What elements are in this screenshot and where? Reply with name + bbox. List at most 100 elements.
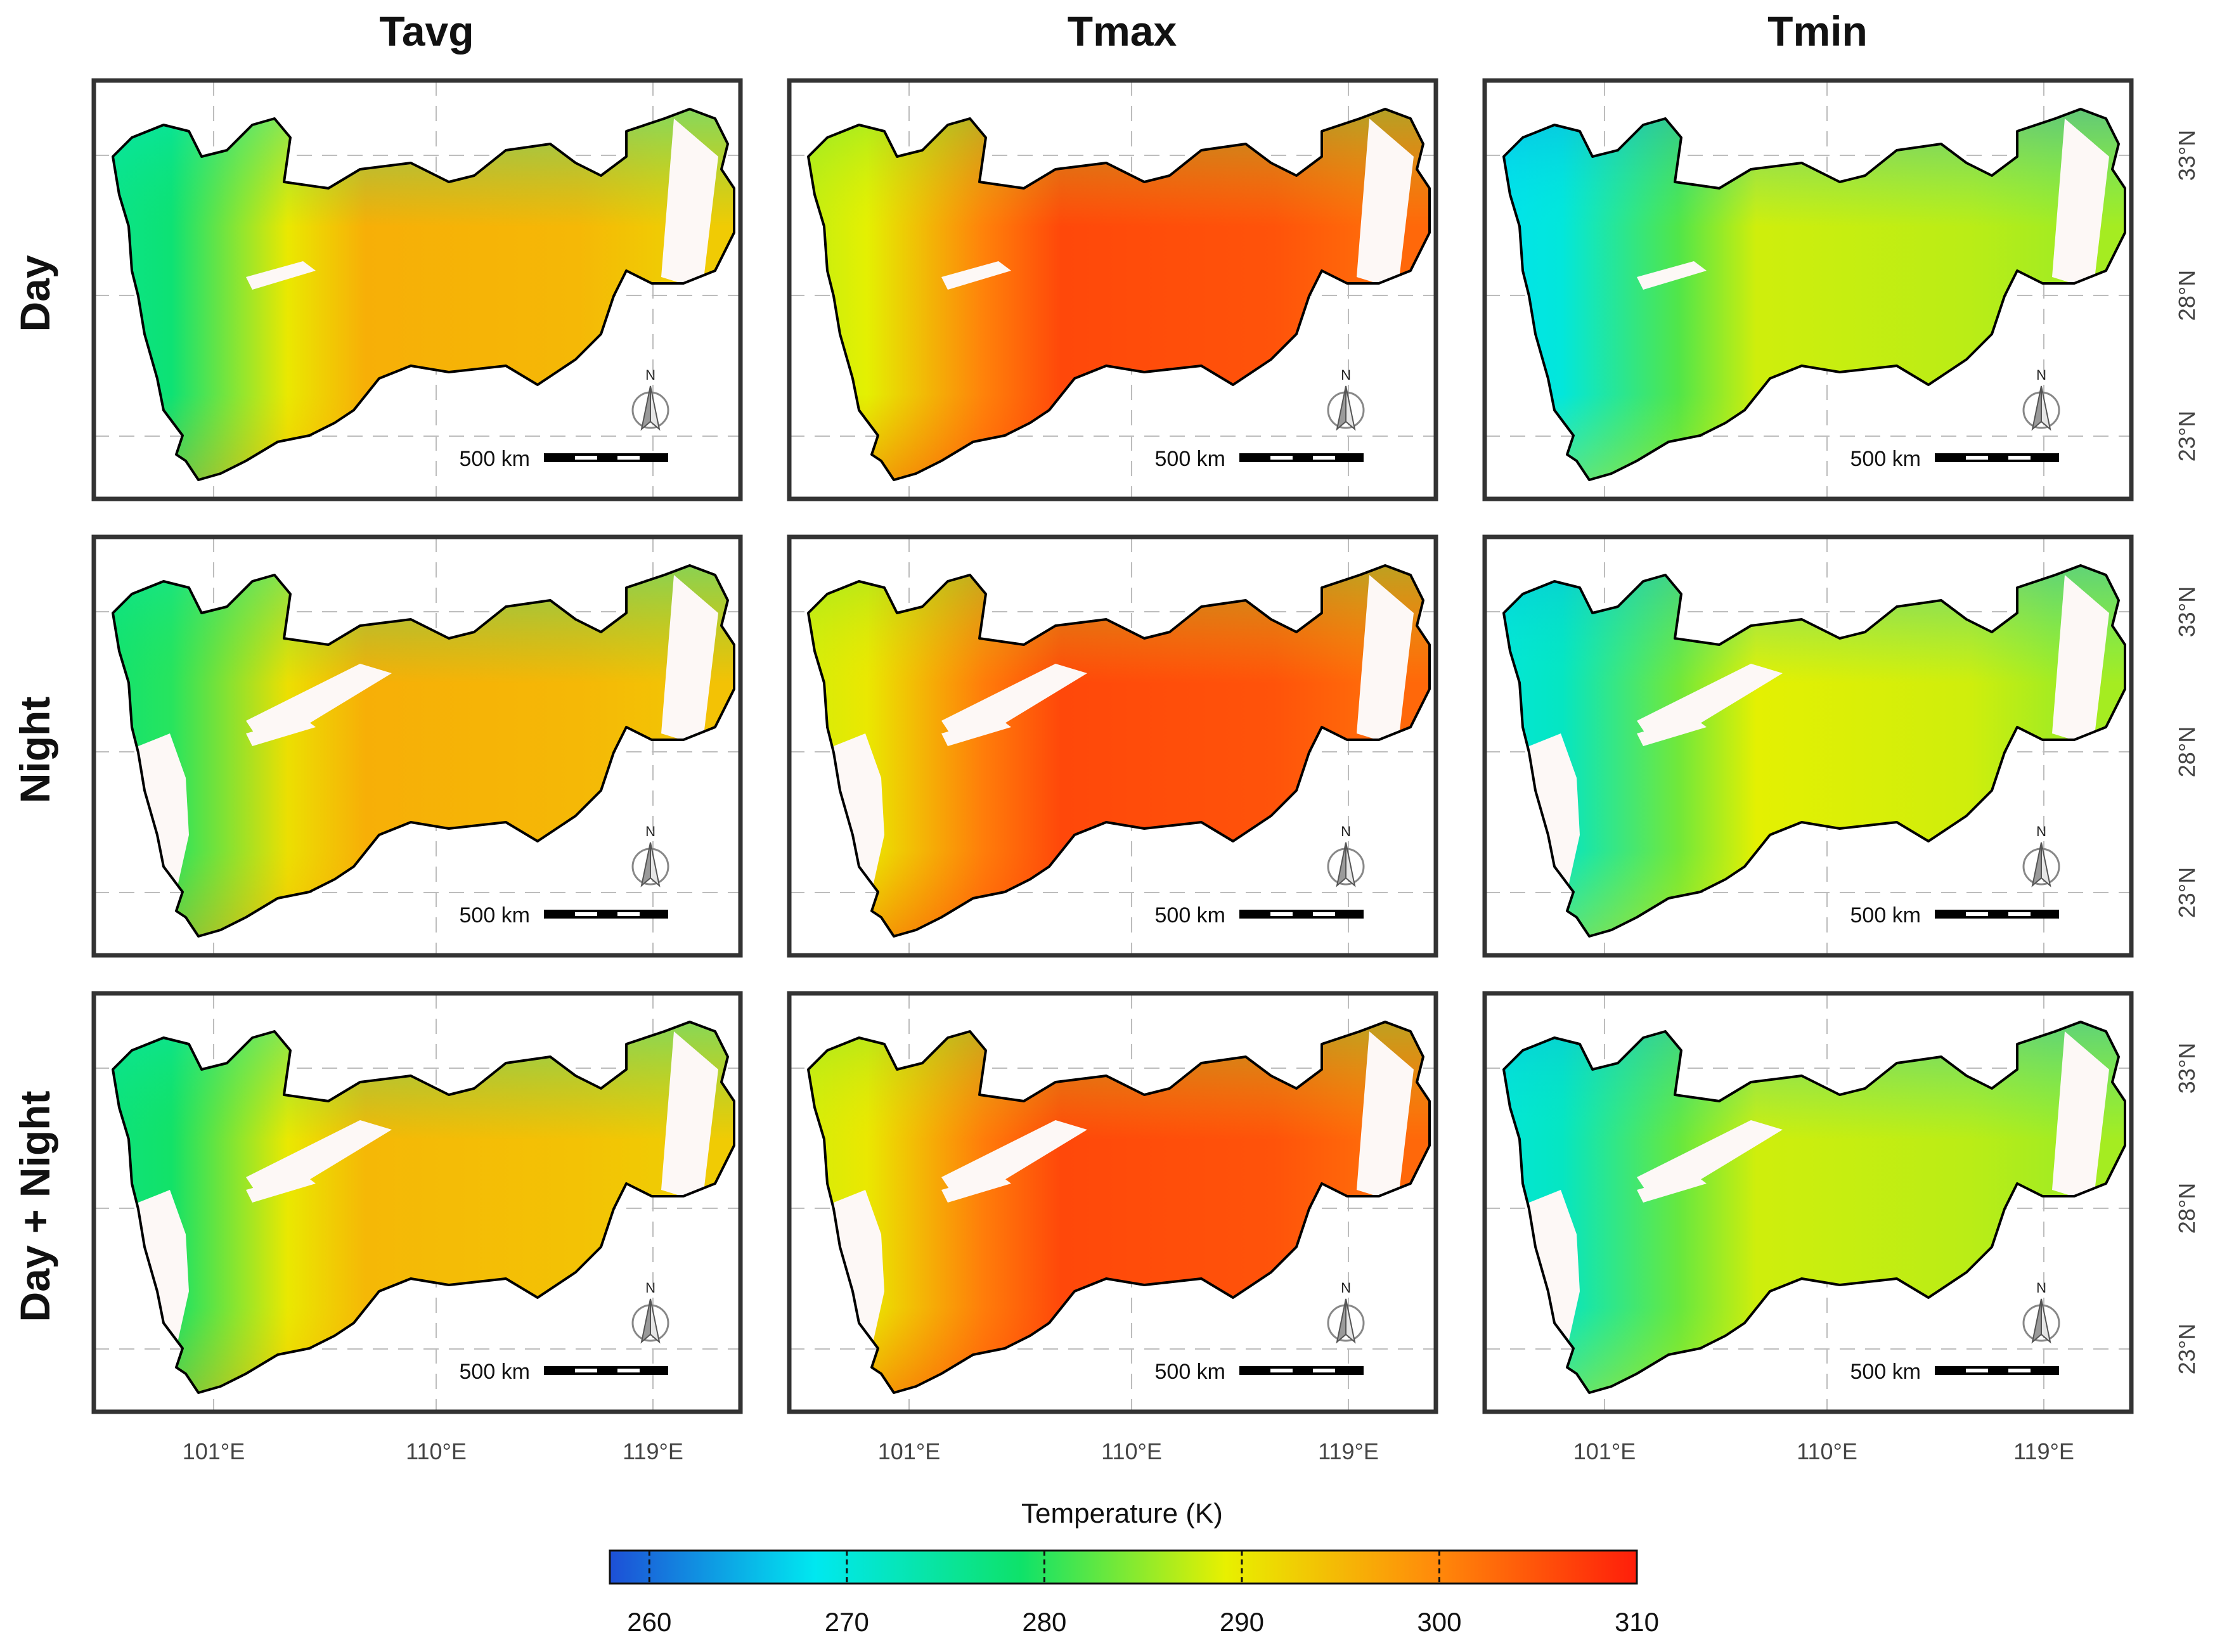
scale-bar-label: 500 km — [1850, 1360, 1921, 1384]
region-boundary — [1502, 1021, 2126, 1394]
scale-bar-label: 500 km — [460, 1360, 531, 1384]
region-boundary — [807, 108, 1431, 481]
panel-frame — [91, 78, 743, 501]
map-panel-day-tmax: N 500 km — [787, 78, 1438, 501]
x-tick-101e-col1: 101°E — [183, 1438, 245, 1464]
panel-frame — [1482, 78, 2134, 501]
scale-bar-label: 500 km — [1850, 903, 1921, 927]
north-label: N — [1341, 1280, 1351, 1296]
no-data-area — [1357, 575, 1414, 746]
x-tick-101e-col3: 101°E — [1573, 1438, 1636, 1464]
north-label: N — [645, 823, 655, 839]
scale-bar — [1239, 1366, 1364, 1375]
north-arrow-icon: N — [631, 823, 669, 887]
north-label: N — [2036, 367, 2046, 383]
north-arrow-icon: N — [1327, 823, 1365, 887]
x-tick-101e-col2: 101°E — [878, 1438, 940, 1464]
x-tick-119e-col2: 119°E — [1318, 1438, 1379, 1464]
no-data-area — [1357, 119, 1414, 290]
x-tick-110e-col3: 110°E — [1797, 1438, 1857, 1464]
scale-bar-label: 500 km — [460, 447, 531, 471]
region-boundary — [1502, 108, 2126, 481]
row-title-night: Night — [11, 697, 58, 804]
no-data-area — [2052, 119, 2109, 290]
panel-frame — [787, 991, 1438, 1414]
scale-bar — [1239, 910, 1364, 919]
region-boundary — [807, 564, 1431, 938]
no-data-streak — [246, 261, 316, 290]
panel-frame — [787, 534, 1438, 958]
no-data-streak — [1637, 261, 1707, 290]
y-tick-33n-row1: 33°N — [2174, 130, 2200, 181]
north-arrow-icon: N — [631, 367, 669, 431]
no-data-band — [1637, 664, 1783, 740]
north-arrow-icon: N — [1327, 367, 1365, 431]
x-tick-119e-col1: 119°E — [623, 1438, 683, 1464]
scale-bar — [544, 453, 668, 462]
map-panel-grid: N 500 km N 500 km N 500 km N 500 km N 500 km N 500 … — [91, 78, 2134, 1414]
north-arrow-icon: N — [2022, 1280, 2060, 1344]
map-panel-day-night-tmax: N 500 km — [787, 991, 1438, 1414]
y-tick-23n-row3: 23°N — [2174, 1324, 2200, 1374]
colorbar-tick-label: 300 — [1417, 1607, 1461, 1637]
north-arrow-icon: N — [2022, 367, 2060, 431]
no-data-band — [246, 1120, 392, 1196]
north-label: N — [2036, 823, 2046, 839]
y-tick-23n-row2: 23°N — [2174, 867, 2200, 918]
no-data-band — [246, 664, 392, 740]
scale-bar-label: 500 km — [460, 903, 531, 927]
column-title-tmax: Tmax — [1068, 8, 1177, 55]
scale-bar-label: 500 km — [1155, 1360, 1226, 1384]
map-panel-day-tavg: N 500 km — [91, 78, 743, 501]
column-title-tmin: Tmin — [1767, 8, 1868, 55]
colorbar-tick-label: 280 — [1022, 1607, 1066, 1637]
scale-bar — [1935, 910, 2059, 919]
region-boundary — [112, 1021, 735, 1394]
map-panel-day-night-tmin: N 500 km — [1482, 991, 2134, 1414]
north-label: N — [1341, 367, 1351, 383]
panel-frame — [91, 991, 743, 1414]
scale-bar-label: 500 km — [1155, 447, 1226, 471]
north-arrow-icon: N — [2022, 823, 2060, 887]
y-tick-33n-row3: 33°N — [2174, 1043, 2200, 1094]
no-data-area — [2052, 575, 2109, 746]
y-tick-23n-row1: 23°N — [2174, 411, 2200, 461]
north-label: N — [645, 367, 655, 383]
scale-bar — [1935, 1366, 2059, 1375]
x-tick-119e-col3: 119°E — [2013, 1438, 2074, 1464]
north-label: N — [2036, 1280, 2046, 1296]
scale-bar — [1935, 453, 2059, 462]
no-data-area — [661, 575, 718, 746]
north-label: N — [645, 1280, 655, 1296]
y-tick-28n-row2: 28°N — [2174, 726, 2200, 777]
no-data-band — [941, 664, 1087, 740]
map-panel-night-tavg: N 500 km — [91, 534, 743, 958]
north-arrow-icon: N — [631, 1280, 669, 1344]
row-title-day: Day — [11, 255, 58, 332]
region-boundary — [1502, 564, 2126, 938]
no-data-band — [1637, 1120, 1783, 1196]
north-arrow-icon: N — [1327, 1280, 1365, 1344]
map-panel-day-night-tavg: N 500 km — [91, 991, 743, 1414]
scale-bar-label: 500 km — [1850, 447, 1921, 471]
scale-bar — [1239, 453, 1364, 462]
y-tick-28n-row1: 28°N — [2174, 270, 2200, 321]
scale-bar — [544, 1366, 668, 1375]
colorbar-ticks: 260 270 280 290 300 310 — [627, 1551, 1659, 1637]
panel-frame — [787, 78, 1438, 501]
colorbar-title: Temperature (K) — [1021, 1498, 1223, 1529]
no-data-area — [1357, 1031, 1414, 1203]
region-boundary — [112, 564, 735, 938]
region-boundary — [807, 1021, 1431, 1394]
region-boundary — [112, 108, 735, 481]
x-tick-110e-col1: 110°E — [406, 1438, 467, 1464]
colorbar-tick-label: 290 — [1220, 1607, 1264, 1637]
north-label: N — [1341, 823, 1351, 839]
map-panel-night-tmin: N 500 km — [1482, 534, 2134, 958]
colorbar-tick-label: 260 — [627, 1607, 671, 1637]
scale-bar — [544, 910, 668, 919]
no-data-area — [2052, 1031, 2109, 1203]
panel-frame — [1482, 991, 2134, 1414]
y-tick-33n-row2: 33°N — [2174, 586, 2200, 637]
